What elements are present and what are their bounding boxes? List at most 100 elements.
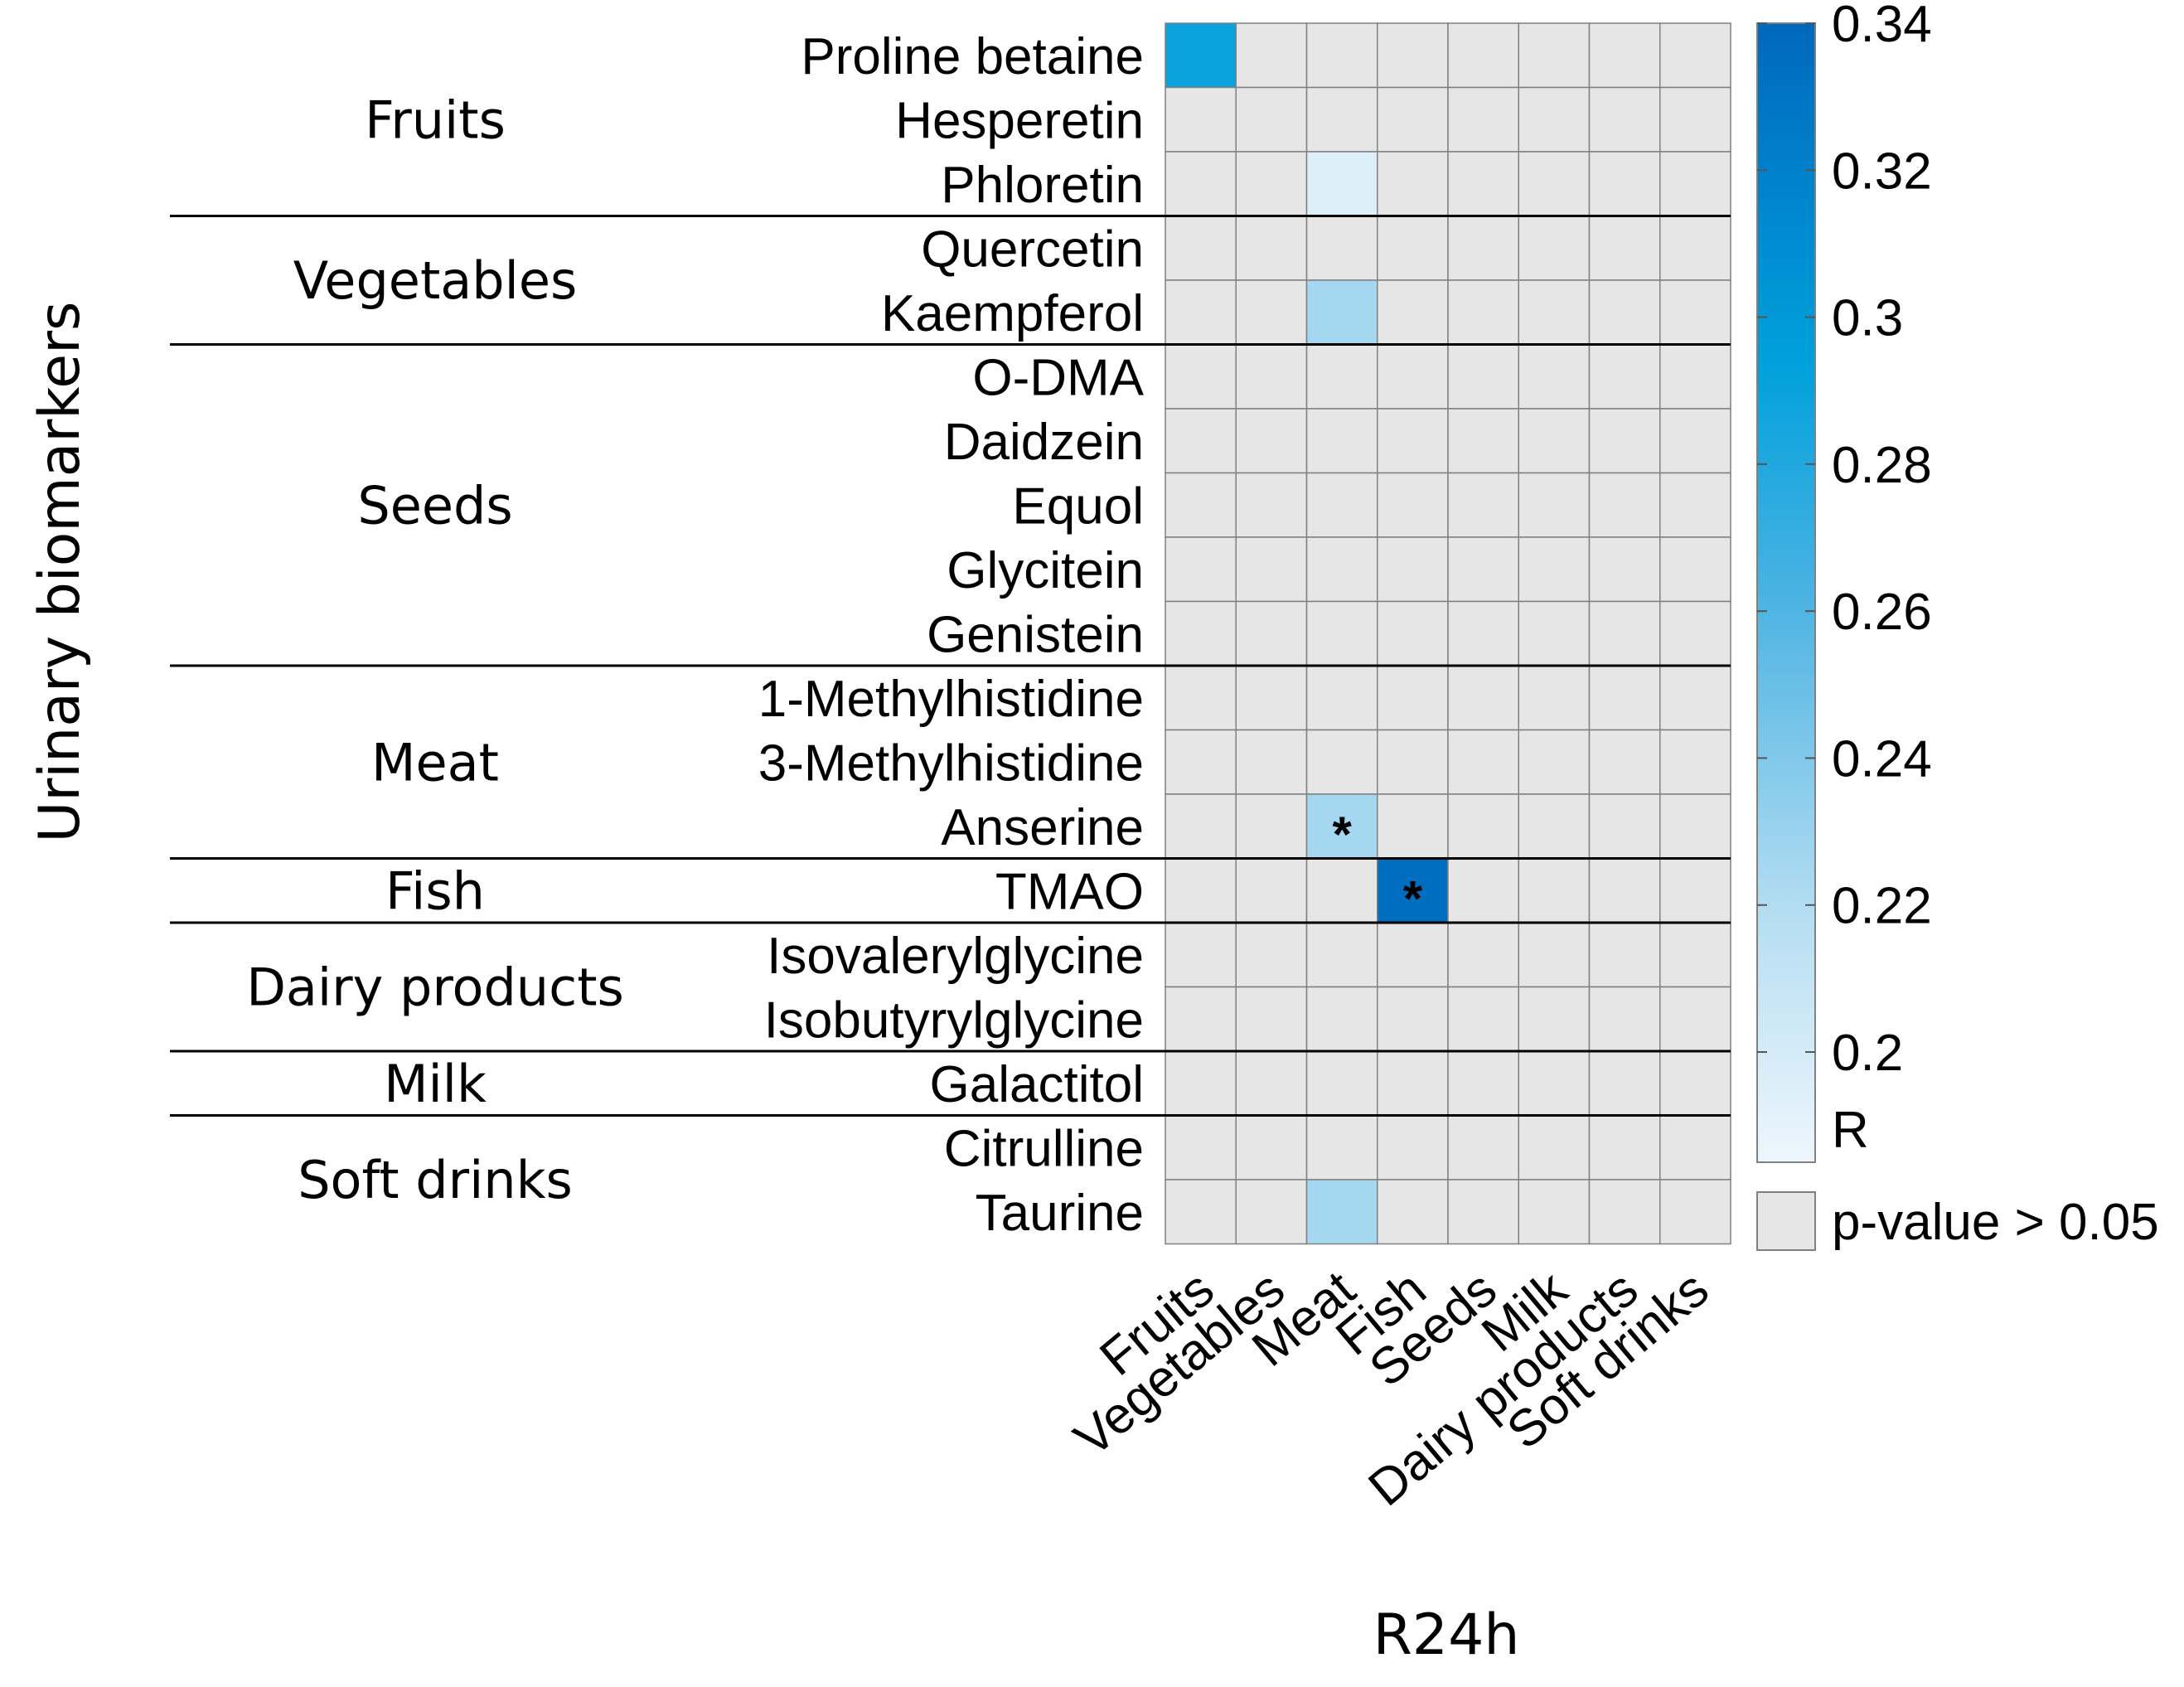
heatmap-cell bbox=[1235, 86, 1308, 153]
heatmap-cell bbox=[1659, 922, 1731, 988]
heatmap-cell bbox=[1165, 151, 1237, 217]
heatmap-cell bbox=[1235, 986, 1308, 1052]
heatmap-cell bbox=[1165, 665, 1237, 731]
heatmap-cell bbox=[1305, 600, 1378, 667]
group-label: Dairy products bbox=[246, 957, 624, 1018]
colorbar-gradient bbox=[1756, 22, 1816, 1163]
heatmap-cell bbox=[1165, 857, 1237, 923]
heatmap-cell bbox=[1447, 1114, 1519, 1180]
heatmap-cell bbox=[1377, 279, 1449, 346]
heatmap-cell bbox=[1305, 215, 1378, 281]
row-label: Genistein bbox=[927, 606, 1144, 663]
heatmap-cell bbox=[1447, 22, 1519, 89]
heatmap-cell bbox=[1447, 536, 1519, 603]
heatmap-cell bbox=[1659, 22, 1731, 89]
colorbar-tick-label: 0.32 bbox=[1832, 143, 1932, 200]
heatmap-cell bbox=[1659, 279, 1731, 346]
heatmap-cell bbox=[1377, 600, 1449, 667]
heatmap-cell-significant bbox=[1305, 1179, 1378, 1245]
heatmap-cell bbox=[1447, 922, 1519, 988]
heatmap-cell bbox=[1235, 857, 1308, 923]
heatmap-cell bbox=[1377, 665, 1449, 731]
heatmap-cell bbox=[1235, 600, 1308, 667]
heatmap-cell bbox=[1377, 729, 1449, 795]
row-label: Phloretin bbox=[941, 157, 1144, 214]
heatmap-cell bbox=[1659, 857, 1731, 923]
heatmap-cell bbox=[1447, 279, 1519, 346]
heatmap-cell bbox=[1518, 343, 1591, 410]
heatmap-cell bbox=[1518, 472, 1591, 538]
heatmap-cell-significant bbox=[1305, 793, 1378, 860]
heatmap-cell bbox=[1518, 1179, 1591, 1245]
group-label: Fruits bbox=[365, 90, 506, 150]
heatmap-cell bbox=[1165, 472, 1237, 538]
row-label: 1-Methylhistidine bbox=[758, 671, 1144, 728]
row-label: Kaempferol bbox=[881, 285, 1144, 342]
heatmap-cell bbox=[1518, 922, 1591, 988]
heatmap-cell bbox=[1447, 1179, 1519, 1245]
group-label: Milk bbox=[384, 1054, 487, 1114]
heatmap-cell bbox=[1235, 343, 1308, 410]
row-label: Hesperetin bbox=[895, 92, 1144, 149]
row-label: Citrulline bbox=[944, 1120, 1144, 1177]
x-axis-label: R24h bbox=[1373, 1602, 1520, 1668]
heatmap-cell bbox=[1165, 922, 1237, 988]
heatmap-cell bbox=[1377, 986, 1449, 1052]
heatmap-cell bbox=[1588, 22, 1661, 89]
heatmap-cells: ** bbox=[1165, 22, 1731, 1245]
heatmap-cell bbox=[1447, 986, 1519, 1052]
heatmap-cell bbox=[1235, 665, 1308, 731]
heatmap-cell-significant bbox=[1165, 22, 1237, 89]
row-label: Proline betaine bbox=[801, 28, 1144, 85]
heatmap-cell bbox=[1165, 215, 1237, 281]
heatmap-cell bbox=[1447, 600, 1519, 667]
row-label: Taurine bbox=[976, 1185, 1144, 1242]
heatmap-cell bbox=[1235, 408, 1308, 474]
heatmap-cell bbox=[1518, 1050, 1591, 1117]
row-label: Isovalerylglycine bbox=[767, 928, 1144, 985]
row-label: O-DMA bbox=[972, 349, 1144, 406]
heatmap-cell bbox=[1588, 86, 1661, 153]
heatmap-cell bbox=[1588, 729, 1661, 795]
heatmap-cell bbox=[1518, 793, 1591, 860]
heatmap-cell bbox=[1235, 536, 1308, 603]
heatmap-cell bbox=[1588, 1179, 1661, 1245]
heatmap-cell bbox=[1447, 793, 1519, 860]
heatmap-cell bbox=[1518, 279, 1591, 346]
colorbar-tick-label: 0.2 bbox=[1832, 1025, 1903, 1082]
heatmap-cell bbox=[1588, 472, 1661, 538]
heatmap-cell bbox=[1235, 472, 1308, 538]
heatmap-cell bbox=[1518, 600, 1591, 667]
heatmap-cell bbox=[1518, 151, 1591, 217]
heatmap-cell bbox=[1447, 857, 1519, 923]
heatmap-cell bbox=[1377, 151, 1449, 217]
heatmap-cell bbox=[1165, 343, 1237, 410]
heatmap-cell bbox=[1659, 1114, 1731, 1180]
row-label: Glycitein bbox=[947, 542, 1144, 599]
heatmap-cell bbox=[1588, 536, 1661, 603]
heatmap-cell bbox=[1377, 1114, 1449, 1180]
heatmap-cell bbox=[1659, 1050, 1731, 1117]
heatmap-cell bbox=[1377, 472, 1449, 538]
heatmap-cell bbox=[1305, 729, 1378, 795]
heatmap-cell bbox=[1235, 793, 1308, 860]
heatmap-cell bbox=[1165, 408, 1237, 474]
group-labels: Fruits Vegetables Seeds Meat Fish Dairy produ… bbox=[170, 90, 1731, 1210]
heatmap-cell bbox=[1518, 1114, 1591, 1180]
heatmap-cell bbox=[1659, 600, 1731, 667]
heatmap-cell bbox=[1165, 793, 1237, 860]
colorbar-tick-label: 0.3 bbox=[1832, 290, 1903, 347]
heatmap-cell bbox=[1447, 151, 1519, 217]
colorbar: 0.34 0.32 0.3 0.28 0.26 0.24 0.22 0.2 Rp-value >… bbox=[1756, 0, 2159, 1251]
heatmap-cell bbox=[1588, 600, 1661, 667]
heatmap-cell bbox=[1588, 922, 1661, 988]
heatmap-cell bbox=[1165, 536, 1237, 603]
heatmap-cell bbox=[1659, 86, 1731, 153]
heatmap-cell bbox=[1377, 215, 1449, 281]
heatmap-cell bbox=[1305, 22, 1378, 89]
row-label: Daidzein bbox=[944, 414, 1144, 471]
heatmap-cell bbox=[1447, 86, 1519, 153]
heatmap-cell bbox=[1377, 1179, 1449, 1245]
heatmap-cell bbox=[1305, 536, 1378, 603]
